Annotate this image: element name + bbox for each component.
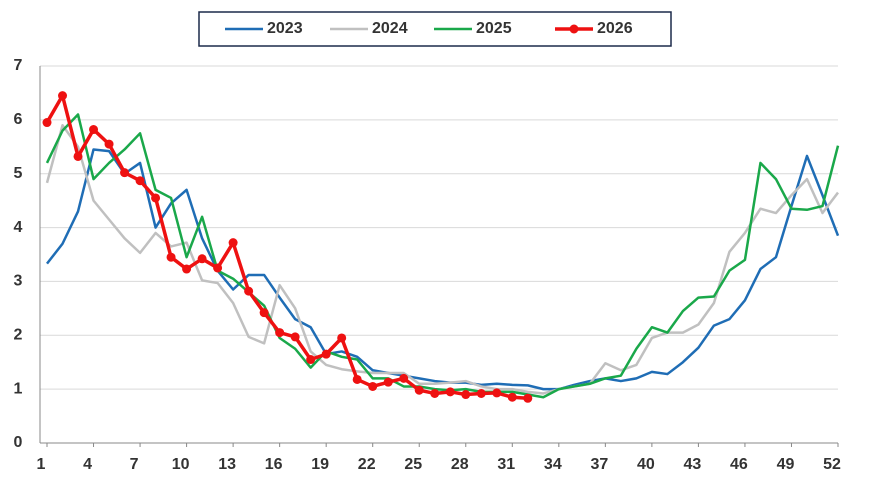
x-tick-label: 31 <box>497 456 515 473</box>
x-tick-label: 52 <box>823 456 841 473</box>
point <box>461 390 471 400</box>
point <box>228 238 238 248</box>
x-tick-label: 10 <box>172 456 190 473</box>
point <box>213 263 223 273</box>
legend-label: 2025 <box>476 20 512 37</box>
point <box>507 392 517 402</box>
point <box>58 91 68 101</box>
point <box>120 168 130 178</box>
x-tick-label: 4 <box>83 456 92 473</box>
legend-label: 2026 <box>597 20 633 37</box>
point <box>166 252 176 262</box>
x-tick-label: 49 <box>777 456 795 473</box>
x-tick-label: 1 <box>37 456 46 473</box>
point <box>414 385 424 395</box>
point <box>352 374 362 384</box>
y-tick-label: 2 <box>14 327 23 344</box>
point <box>430 388 440 398</box>
legend-label: 2024 <box>372 20 408 37</box>
x-tick-label: 37 <box>590 456 608 473</box>
series-line <box>46 148 840 391</box>
y-tick-label: 3 <box>14 273 23 290</box>
x-tick-label: 34 <box>544 456 562 473</box>
point <box>445 387 455 397</box>
point <box>492 388 502 398</box>
x-tick-label: 22 <box>358 456 376 473</box>
x-tick-label: 19 <box>311 456 329 473</box>
series-line <box>45 123 839 395</box>
y-tick-label: 7 <box>14 57 23 74</box>
y-tick-label: 5 <box>14 165 23 182</box>
y-tick-label: 1 <box>14 380 23 397</box>
series-line <box>45 113 840 399</box>
x-tick-label: 13 <box>218 456 236 473</box>
y-tick-label: 4 <box>14 219 23 236</box>
x-tick-label: 16 <box>265 456 283 473</box>
y-tick-label: 6 <box>14 111 23 128</box>
point <box>259 308 269 318</box>
point <box>73 151 83 161</box>
x-tick-label: 40 <box>637 456 655 473</box>
point <box>523 393 533 403</box>
point <box>135 176 145 186</box>
point <box>42 118 52 128</box>
x-tick-label: 25 <box>404 456 422 473</box>
x-tick-label: 28 <box>451 456 469 473</box>
point <box>244 286 254 296</box>
y-tick-label: 0 <box>14 434 23 451</box>
point <box>275 328 285 338</box>
point <box>290 332 300 342</box>
series-line <box>45 93 528 401</box>
point <box>306 355 316 365</box>
point <box>197 254 207 264</box>
legend-label: 2023 <box>267 20 303 37</box>
point <box>383 377 393 387</box>
x-tick-label: 7 <box>130 456 139 473</box>
point <box>182 264 192 274</box>
legend-marker <box>569 24 579 34</box>
point <box>104 139 114 149</box>
point <box>337 333 347 343</box>
point <box>89 125 99 135</box>
point <box>368 381 378 391</box>
point <box>399 373 409 383</box>
point <box>151 193 161 203</box>
point <box>476 388 486 398</box>
x-tick-label: 46 <box>730 456 748 473</box>
point <box>321 349 331 359</box>
x-tick-label: 43 <box>684 456 702 473</box>
